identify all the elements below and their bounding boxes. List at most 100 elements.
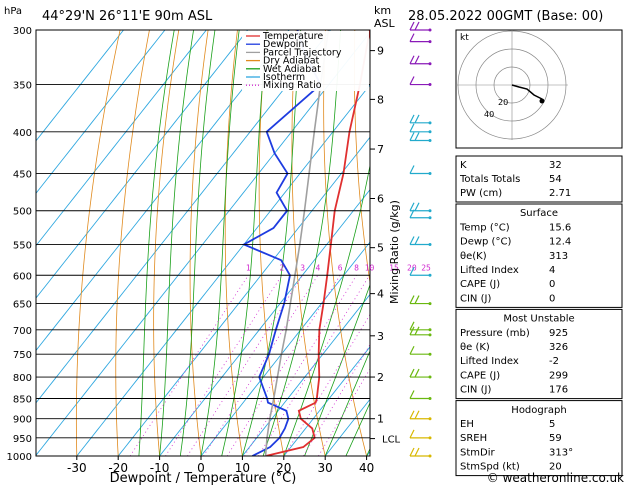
wind-barb-feather [409, 123, 415, 133]
profile-dewpoint [241, 30, 322, 456]
km-tick-label: 2 [377, 371, 384, 384]
wind-barb-dot [428, 83, 432, 87]
index-box [455, 155, 623, 203]
km-tick-label: 3 [377, 330, 384, 343]
wind-barb-feather [414, 326, 420, 336]
wind-barb-dot [428, 216, 432, 220]
index-label: K [460, 160, 467, 171]
temp-tick-label: 40 [359, 461, 374, 475]
wind-barb-dot [428, 40, 432, 44]
copyright: © weatheronline.co.uk [487, 471, 624, 485]
dry-adiabat-line [189, 30, 209, 456]
pressure-tick-label: 750 [13, 350, 32, 361]
hodograph-trace [511, 84, 543, 100]
mixing-ratio-label: 6 [338, 263, 343, 272]
pressure-tick-label: 400 [13, 128, 32, 139]
index-label: SREH [460, 433, 487, 444]
dry-adiabat-line [115, 30, 150, 456]
wind-barb-feather [409, 236, 415, 245]
index-label: CIN (J) [460, 293, 491, 304]
lcl-label: LCL [382, 435, 401, 446]
temp-tick-label: -10 [150, 461, 170, 475]
mixing-ratio-line [226, 275, 341, 456]
pressure-tick-label: 350 [13, 81, 32, 92]
index-label: CIN (J) [460, 385, 491, 396]
km-tick-label: 5 [377, 242, 384, 255]
index-label: EH [460, 419, 474, 430]
axes: 3003504004505005506006507007508008509009… [7, 26, 401, 475]
isotherm-line [36, 30, 207, 247]
index-label: Dewp (°C) [460, 237, 511, 248]
index-value: 313 [549, 251, 568, 262]
index-box [455, 400, 623, 477]
index-label: Pressure (mb) [460, 328, 530, 339]
mixing-ratio-line [187, 275, 303, 456]
index-value: 59 [549, 433, 562, 444]
wind-barb-dot [428, 454, 432, 458]
wind-barb-feather [409, 202, 415, 212]
wet-adiabat-line [345, 401, 370, 456]
pressure-tick-label: 300 [13, 26, 32, 37]
datetime-title: 28.05.2022 00GMT (Base: 00) [408, 9, 603, 24]
isotherm-line [36, 30, 166, 194]
wind-barb-feather [409, 132, 415, 141]
temp-tick-label: 0 [197, 461, 205, 475]
index-value: 32 [549, 160, 562, 171]
wind-barb-dot [428, 209, 432, 213]
mixing-ratio-label: 2 [279, 263, 284, 272]
wind-barb-feather [409, 165, 415, 174]
wind-barb-dot [428, 333, 432, 337]
legend-label: Temperature [262, 31, 323, 42]
legend-box [242, 31, 369, 91]
wind-barb-feather [409, 368, 415, 378]
index-label: StmDir [460, 447, 495, 458]
wind-barb-feather [414, 447, 420, 457]
index-label: CAPE (J) [460, 370, 500, 381]
index-value: 0 [549, 279, 555, 290]
wet-adiabat-line [324, 349, 370, 456]
index-section-title: Most Unstable [503, 314, 574, 325]
hodograph-storm-motion [539, 98, 545, 104]
mixing-ratio-line [203, 275, 319, 456]
index-value: 313° [549, 447, 573, 458]
isotherm-line [36, 30, 249, 299]
wind-barb-feather [414, 368, 420, 378]
dry-adiabat-line [353, 30, 370, 286]
km-tick-label: 8 [377, 93, 384, 106]
wind-barb-dot [428, 328, 432, 332]
wind-barb-dot [428, 436, 432, 440]
mixing-ratio-label: 25 [421, 263, 431, 272]
wind-barb-dot [428, 62, 432, 66]
wind-barb-feather [409, 447, 415, 457]
index-label: θe (K) [460, 342, 490, 353]
index-label: Temp (°C) [459, 222, 510, 233]
temp-tick-label: 20 [276, 461, 291, 475]
wind-barb-dot [428, 28, 432, 32]
hodograph-unit-label: kt [460, 33, 469, 43]
wind-barb-dot [428, 242, 432, 246]
mixing-ratio-line [318, 368, 370, 456]
dry-adiabat-line [75, 30, 121, 456]
wind-barbs [409, 21, 432, 458]
km-tick-label: 7 [377, 143, 384, 156]
index-label: PW (cm) [460, 188, 502, 199]
wind-barb-feather [409, 390, 415, 399]
wind-barb-feather [414, 55, 420, 64]
index-value: 12.4 [549, 237, 571, 248]
index-section-title: Surface [520, 208, 558, 219]
wind-barb-feather [414, 202, 420, 212]
legend-label: Parcel Trajectory [263, 47, 342, 58]
pressure-tick-label: 800 [13, 373, 32, 384]
pressure-tick-label: 500 [13, 207, 32, 218]
km-tick-label: 4 [377, 288, 384, 301]
km-tick-label: 9 [377, 45, 384, 58]
wind-barb-dot [428, 171, 432, 175]
wind-barb-dot [428, 352, 432, 356]
index-value: 5 [549, 419, 555, 430]
mixing-ratio-label: 8 [354, 263, 359, 272]
wind-barb-dot [428, 139, 432, 143]
index-value: -2 [549, 356, 559, 367]
index-value: 0 [549, 293, 555, 304]
